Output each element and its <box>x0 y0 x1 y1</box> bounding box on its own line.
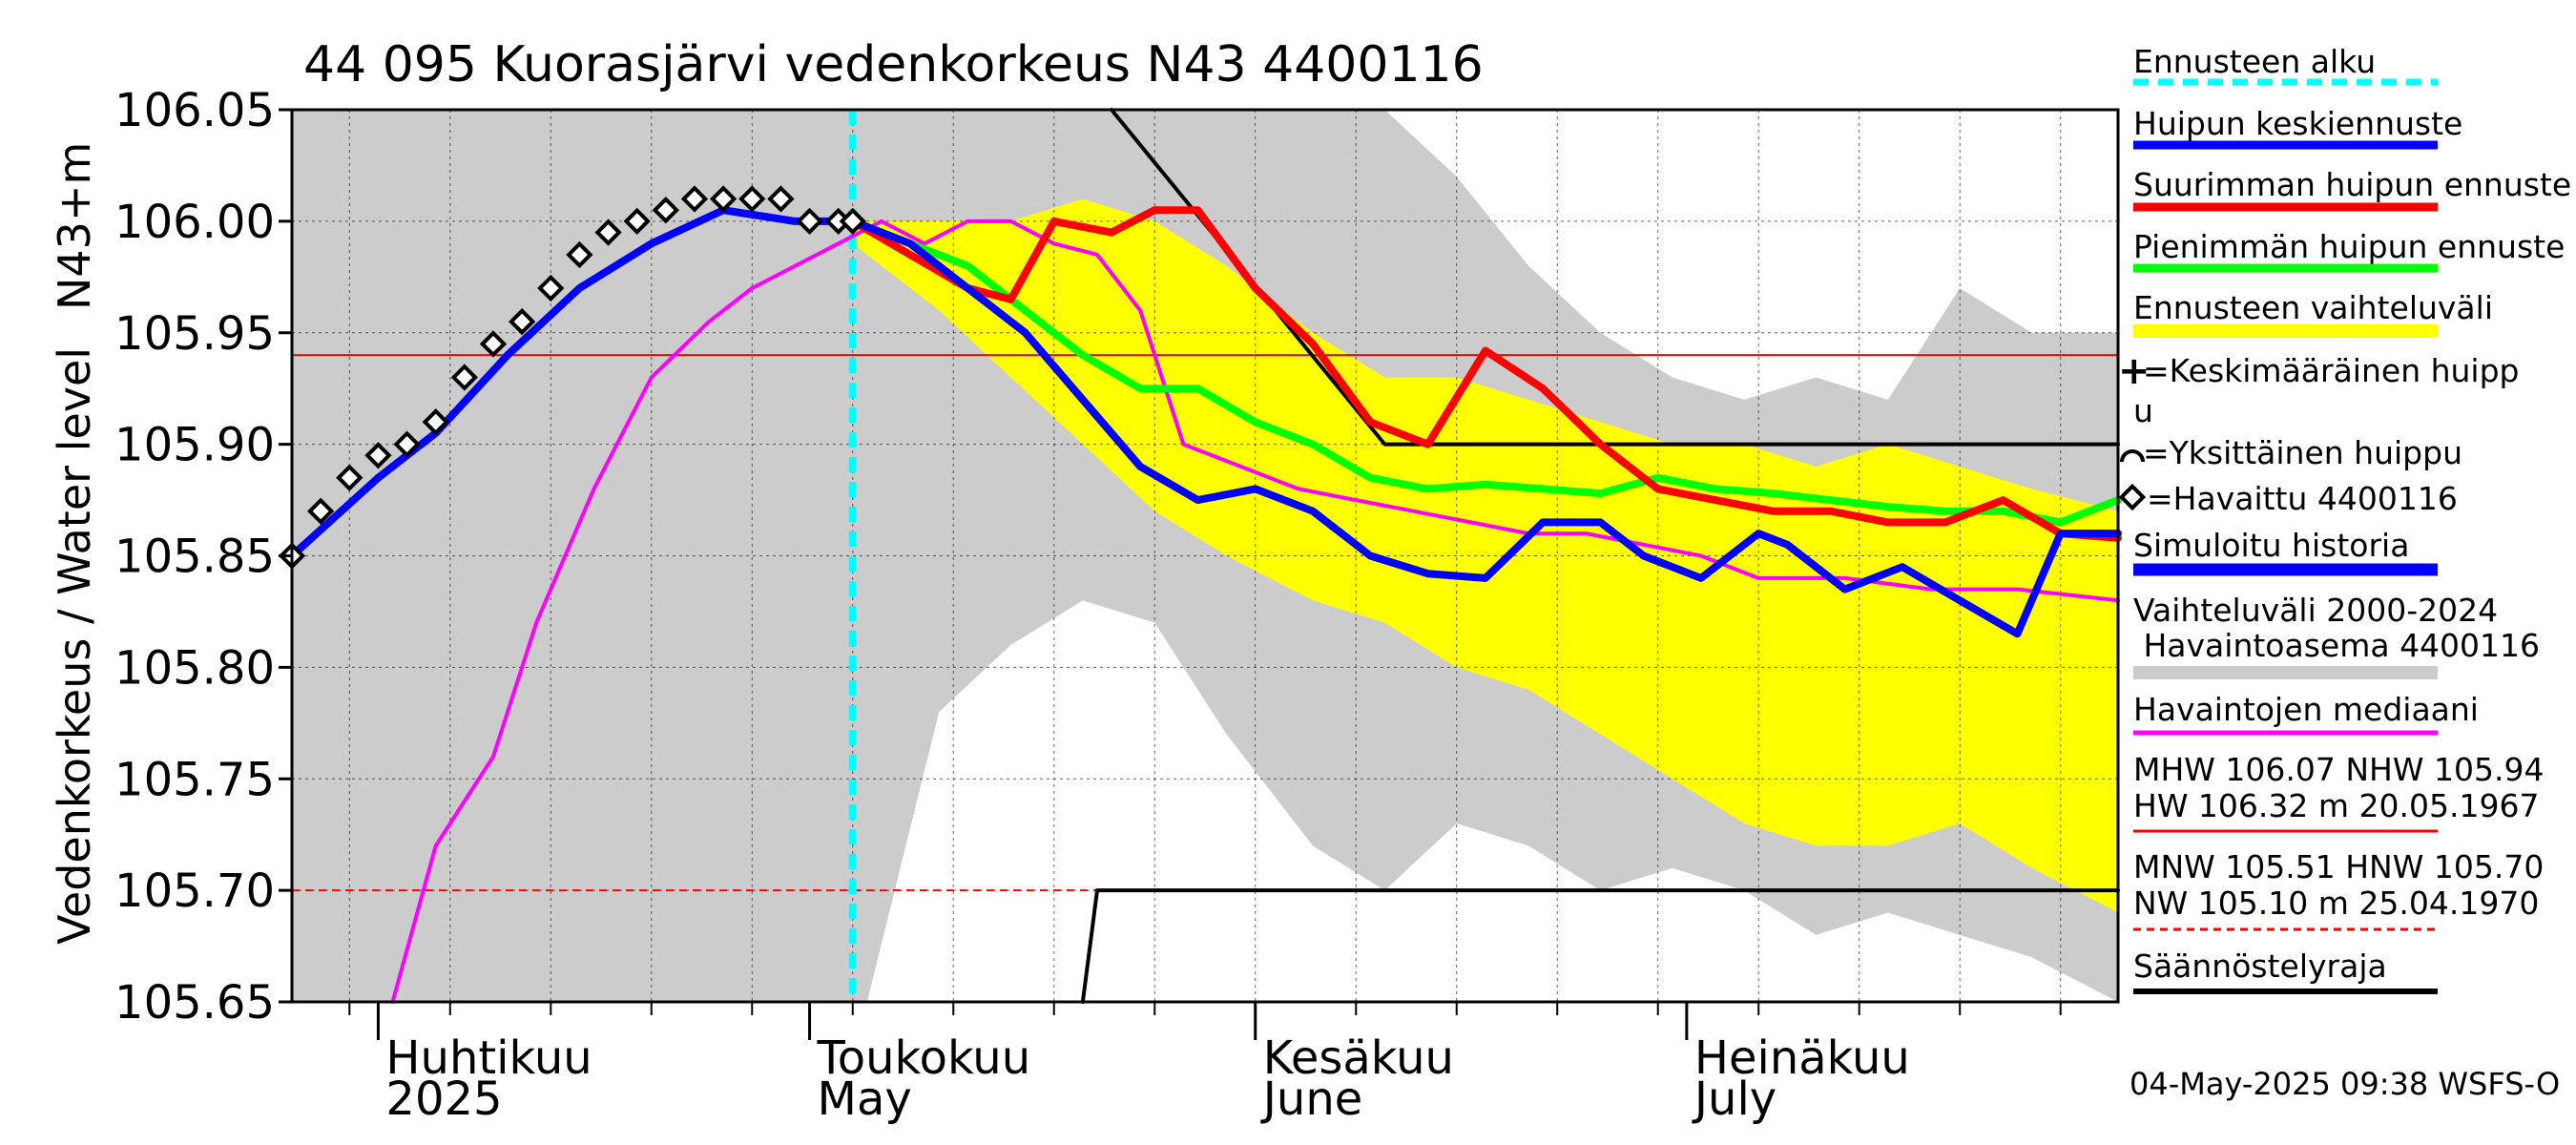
observed-point <box>623 207 651 236</box>
observed-point <box>738 185 766 213</box>
observed-point <box>796 207 823 236</box>
legend-high-stats-2: HW 106.32 m 20.05.1967 <box>2133 787 2539 824</box>
x-month-label-fi: Heinäkuu <box>1694 1031 1910 1085</box>
observed-point <box>508 307 536 336</box>
chart-title: 44 095 Kuorasjärvi vedenkorkeus N43 4400… <box>303 36 1484 94</box>
series-line-regulation-lower <box>1080 888 2120 1004</box>
legend-forecast-range-label: Ennusteen vaihteluväli <box>2133 289 2493 326</box>
legend-hist-range-label: Vaihteluväli 2000-2024 <box>2133 592 2498 629</box>
y-tick-label: 105.95 <box>114 307 275 361</box>
observed-point <box>450 364 478 391</box>
axes: 105.65 105.70 105.75 105.80 105.85 105.90 105.… <box>114 84 2062 1126</box>
observed-point <box>680 185 709 213</box>
legend-simulated-label: Simuloitu historia <box>2133 527 2409 564</box>
series-lines <box>288 108 2122 1004</box>
observed-point <box>393 430 421 458</box>
legend-hist-range-label-station: Havaintoasema 4400116 <box>2133 627 2540 664</box>
legend-mean-peak-marker-label: =Keskimääräinen huipp <box>2143 352 2520 389</box>
series-line-min-peak <box>848 217 2122 527</box>
x-month-label-en: July <box>1692 1072 1776 1126</box>
x-month-label-fi: Toukokuu <box>817 1031 1031 1085</box>
series-line-simulated <box>288 206 857 560</box>
observed-point <box>594 219 622 246</box>
observed-point <box>824 207 852 236</box>
observed-point <box>537 274 565 302</box>
observed-point <box>479 330 508 358</box>
legend-low-stats-1: MNW 105.51 HNW 105.70 <box>2133 848 2544 885</box>
legend-max-peak-label: Suurimman huipun ennuste <box>2133 166 2571 203</box>
legend-mean-peak-label: Huipun keskiennuste <box>2133 105 2462 142</box>
plot-area <box>278 108 2122 1004</box>
x-month-label-en: June <box>1260 1072 1363 1126</box>
x-month-label-fi: Kesäkuu <box>1263 1031 1454 1085</box>
legend-mean-peak-marker-icon: + <box>2118 349 2150 393</box>
legend: Ennusteen alku Huipun keskiennuste Suuri… <box>2118 43 2571 994</box>
observed-markers <box>278 185 866 570</box>
timestamp: 04-May-2025 09:38 WSFS-O <box>2129 1066 2560 1102</box>
legend-median-label: Havaintojen mediaani <box>2133 691 2479 728</box>
unit-label: N43+m <box>49 142 100 310</box>
legend-observed-marker-label: =Havaittu 4400116 <box>2147 480 2458 517</box>
y-tick-label: 105.75 <box>114 753 275 806</box>
x-month-label-fi: Huhtikuu <box>385 1031 592 1085</box>
observed-point <box>306 497 335 525</box>
y-tick-label: 105.65 <box>114 976 275 1030</box>
y-tick-label: 105.70 <box>114 864 275 918</box>
observed-point <box>709 185 737 213</box>
observed-point <box>422 408 449 436</box>
legend-observed-marker-icon <box>2118 483 2147 511</box>
observed-point <box>364 442 392 469</box>
y-axis-label: Vedenkorkeus / Water level <box>49 347 100 945</box>
legend-single-peak-marker-label: =Yksittäinen huippu <box>2143 434 2462 471</box>
observed-point <box>839 207 866 236</box>
observed-point <box>336 464 364 491</box>
y-tick-label: 106.05 <box>114 84 275 137</box>
grid <box>292 109 2118 1003</box>
observed-point <box>566 240 593 269</box>
observed-point <box>767 185 795 213</box>
series-line-mean-peak <box>848 217 2122 638</box>
legend-low-stats-2: NW 105.10 m 25.04.1970 <box>2133 885 2539 922</box>
forecast-range-band <box>852 198 2118 913</box>
y-tick-label: 105.85 <box>114 531 275 584</box>
x-month-label-en: May <box>818 1072 912 1126</box>
forecast-range-layer <box>852 198 2118 913</box>
legend-single-peak-marker-icon <box>2120 449 2145 463</box>
observed-point <box>652 197 679 224</box>
legend-high-stats-1: MHW 106.07 NHW 105.94 <box>2133 751 2544 788</box>
series-line-median <box>390 219 2120 1004</box>
legend-forecast-start-label: Ennusteen alku <box>2133 43 2376 80</box>
x-month-label-en: 2025 <box>385 1072 502 1126</box>
y-tick-label: 106.00 <box>114 196 275 249</box>
series-line-max-peak <box>848 206 2122 542</box>
legend-mean-peak-marker-label-wrap: u <box>2133 392 2153 429</box>
y-tick-label: 105.80 <box>114 641 275 695</box>
legend-min-peak-label: Pienimmän huipun ennuste <box>2133 228 2565 265</box>
legend-regulation-label: Säännöstelyraja <box>2133 947 2387 985</box>
y-tick-label: 105.90 <box>114 419 275 472</box>
